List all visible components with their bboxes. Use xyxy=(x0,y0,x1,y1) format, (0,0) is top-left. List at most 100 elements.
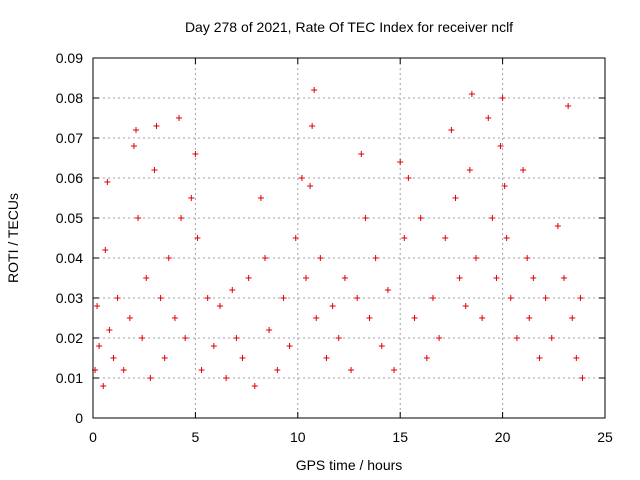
data-point xyxy=(366,315,373,321)
data-point xyxy=(417,215,424,221)
y-tick-label: 0.08 xyxy=(56,90,83,106)
data-point xyxy=(456,275,463,281)
data-point xyxy=(262,255,269,261)
data-point xyxy=(429,295,436,301)
data-point xyxy=(362,215,369,221)
data-point xyxy=(171,315,178,321)
ticks-layer: 0 0.01 0.02 0.03 0.04 0.05 0.06 0.07 0.08 0.09 0 5 1… xyxy=(56,50,613,445)
data-point xyxy=(542,295,549,301)
data-point xyxy=(298,175,305,181)
y-tick-label: 0.07 xyxy=(56,130,83,146)
data-point xyxy=(503,235,510,241)
data-point xyxy=(579,375,586,381)
data-point xyxy=(489,215,496,221)
x-axis-label: GPS time / hours xyxy=(296,457,403,473)
y-axis-label: ROTI / TECUs xyxy=(5,193,21,283)
data-point xyxy=(378,343,385,349)
data-point xyxy=(462,303,469,309)
data-point xyxy=(423,355,430,361)
data-point xyxy=(229,287,236,293)
data-point xyxy=(565,103,572,109)
data-point xyxy=(548,335,555,341)
data-point xyxy=(126,315,133,321)
data-point xyxy=(479,315,486,321)
data-point xyxy=(223,375,230,381)
data-point xyxy=(405,175,412,181)
data-point xyxy=(176,115,183,121)
x-tick-label: 10 xyxy=(290,429,306,445)
data-point xyxy=(311,87,318,93)
data-point xyxy=(204,295,211,301)
data-point xyxy=(102,247,109,253)
y-tick-label: 0.05 xyxy=(56,210,83,226)
data-point xyxy=(466,167,473,173)
data-point xyxy=(530,275,537,281)
data-point xyxy=(536,355,543,361)
data-point xyxy=(114,295,121,301)
data-point xyxy=(210,343,217,349)
data-point xyxy=(577,295,584,301)
data-point xyxy=(157,295,164,301)
x-tick-label: 0 xyxy=(89,429,97,445)
data-point xyxy=(499,95,506,101)
data-point xyxy=(302,275,309,281)
y-tick-label: 0 xyxy=(75,410,83,426)
data-point xyxy=(251,383,258,389)
data-point xyxy=(524,255,531,261)
data-point xyxy=(139,335,146,341)
data-point xyxy=(354,295,361,301)
data-point xyxy=(341,275,348,281)
data-point xyxy=(151,167,158,173)
data-point xyxy=(384,287,391,293)
data-point xyxy=(561,275,568,281)
data-point xyxy=(188,195,195,201)
y-tick-label: 0.03 xyxy=(56,290,83,306)
data-point xyxy=(569,315,576,321)
data-point xyxy=(182,335,189,341)
data-point xyxy=(104,179,111,185)
data-point xyxy=(573,355,580,361)
data-point xyxy=(472,255,479,261)
data-point xyxy=(130,143,137,149)
data-point xyxy=(452,195,459,201)
data-point xyxy=(411,315,418,321)
data-point xyxy=(133,127,140,133)
data-point xyxy=(401,235,408,241)
data-point xyxy=(397,159,404,165)
data-point xyxy=(135,215,142,221)
x-tick-label: 20 xyxy=(495,429,511,445)
chart-title: Day 278 of 2021, Rate Of TEC Index for r… xyxy=(185,19,513,35)
y-tick-label: 0.04 xyxy=(56,250,83,266)
data-point xyxy=(266,327,273,333)
data-point xyxy=(96,343,103,349)
data-point xyxy=(216,303,223,309)
data-point xyxy=(329,303,336,309)
data-point xyxy=(239,355,246,361)
data-point xyxy=(493,275,500,281)
data-point xyxy=(143,275,150,281)
data-point xyxy=(94,303,101,309)
data-point xyxy=(335,335,342,341)
data-point xyxy=(106,327,113,333)
data-point xyxy=(313,315,320,321)
data-point xyxy=(194,235,201,241)
data-point xyxy=(233,335,240,341)
data-point xyxy=(147,375,154,381)
data-point xyxy=(286,343,293,349)
x-tick-label: 5 xyxy=(192,429,200,445)
data-point xyxy=(161,355,168,361)
data-point xyxy=(257,195,264,201)
plot-frame xyxy=(92,57,606,419)
data-point xyxy=(358,151,365,157)
x-tick-label: 15 xyxy=(392,429,408,445)
data-point xyxy=(497,143,504,149)
y-tick-label: 0.02 xyxy=(56,330,83,346)
data-point xyxy=(526,315,533,321)
x-tick-label: 25 xyxy=(597,429,613,445)
data-point xyxy=(245,275,252,281)
data-point xyxy=(391,367,398,373)
data-point xyxy=(513,335,520,341)
data-point xyxy=(554,223,561,229)
data-point xyxy=(448,127,455,133)
